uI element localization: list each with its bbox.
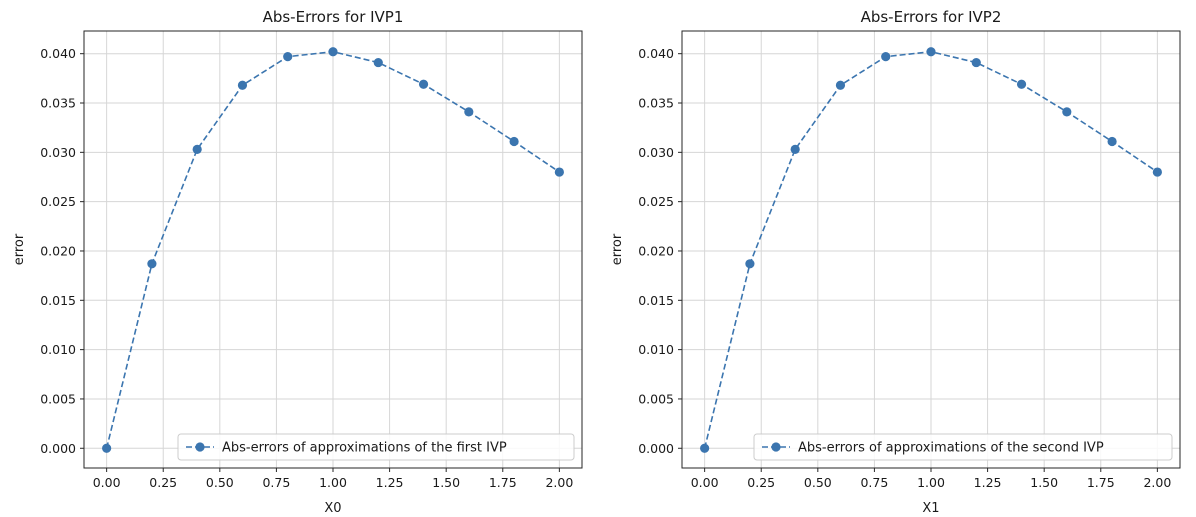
y-axis-label: error bbox=[12, 233, 27, 265]
x-tick-label: 1.75 bbox=[1087, 475, 1115, 490]
x-tick-label: 0.25 bbox=[149, 475, 177, 490]
x-tick-label: 1.75 bbox=[489, 475, 517, 490]
data-point bbox=[971, 57, 981, 68]
chart-title: Abs-Errors for IVP2 bbox=[861, 8, 1002, 26]
legend-label: Abs-errors of approximations of the firs… bbox=[222, 441, 507, 456]
y-tick-label: 0.030 bbox=[40, 145, 76, 160]
data-point bbox=[1107, 136, 1117, 147]
y-tick-label: 0.025 bbox=[638, 194, 674, 209]
y-tick-label: 0.000 bbox=[638, 441, 674, 456]
x-tick-label: 0.50 bbox=[206, 475, 234, 490]
data-point bbox=[926, 47, 936, 57]
x-tick-label: 0.25 bbox=[747, 475, 775, 490]
x-tick-label: 1.25 bbox=[376, 475, 404, 490]
y-tick-label: 0.020 bbox=[40, 243, 76, 258]
y-tick-label: 0.015 bbox=[40, 293, 76, 308]
data-point bbox=[554, 167, 564, 177]
y-tick-label: 0.005 bbox=[40, 391, 76, 406]
data-point bbox=[373, 57, 383, 68]
y-tick-label: 0.025 bbox=[40, 194, 76, 209]
legend-box bbox=[177, 433, 575, 461]
chart-ivp1: 0.00 0.25 0.50 0.75 1.00 1.25 1.50 1.75 2.00 0.00… bbox=[12, 8, 583, 516]
x-tick-label: 1.25 bbox=[974, 475, 1002, 490]
data-point bbox=[192, 144, 202, 154]
y-tick-label: 0.020 bbox=[638, 243, 674, 258]
y-tick-label: 0.040 bbox=[638, 46, 674, 61]
data-point bbox=[509, 136, 519, 147]
x-tick-label: 2.00 bbox=[545, 475, 573, 490]
x-tick-label: 0.75 bbox=[262, 475, 290, 490]
chart-title: Abs-Errors for IVP1 bbox=[263, 8, 404, 26]
legend-marker bbox=[771, 442, 781, 452]
data-point bbox=[745, 259, 755, 269]
x-tick-label: 2.00 bbox=[1143, 475, 1171, 490]
x-tick-label: 1.00 bbox=[319, 475, 347, 490]
data-point bbox=[418, 79, 429, 89]
y-axis-label: error bbox=[610, 233, 625, 265]
chart-panel-ivp2: 0.00 0.25 0.50 0.75 1.00 1.25 1.50 1.75 2.00 0.00… bbox=[598, 0, 1196, 517]
y-tick-label: 0.040 bbox=[40, 46, 76, 61]
chart-panel-ivp1: 0.00 0.25 0.50 0.75 1.00 1.25 1.50 1.75 2.00 0.00… bbox=[12, 8, 583, 516]
data-point bbox=[881, 52, 891, 62]
data-point bbox=[283, 52, 293, 62]
data-point bbox=[147, 259, 157, 269]
data-point bbox=[1062, 107, 1072, 117]
data-point bbox=[700, 443, 710, 453]
x-tick-label: 1.00 bbox=[917, 475, 945, 490]
x-tick-label: 1.50 bbox=[432, 475, 460, 490]
data-point bbox=[328, 47, 338, 57]
y-tick-label: 0.030 bbox=[638, 145, 674, 160]
data-point bbox=[237, 80, 248, 90]
x-tick-label: 0.50 bbox=[804, 475, 832, 490]
legend-box bbox=[753, 433, 1173, 461]
x-tick-label: 0.00 bbox=[93, 475, 121, 490]
data-point bbox=[102, 443, 112, 453]
x-tick-label: 1.50 bbox=[1030, 475, 1058, 490]
legend-label: Abs-errors of approximations of the seco… bbox=[798, 441, 1104, 456]
data-point bbox=[1016, 79, 1027, 89]
data-point bbox=[1152, 167, 1162, 177]
y-tick-label: 0.015 bbox=[638, 293, 674, 308]
data-point bbox=[790, 144, 800, 154]
y-tick-label: 0.005 bbox=[638, 391, 674, 406]
y-tick-label: 0.010 bbox=[638, 342, 674, 357]
data-point bbox=[835, 80, 846, 90]
x-tick-label: 0.00 bbox=[691, 475, 719, 490]
y-tick-label: 0.010 bbox=[40, 342, 76, 357]
y-tick-label: 0.000 bbox=[40, 441, 76, 456]
legend-marker bbox=[195, 442, 205, 452]
data-point bbox=[464, 107, 474, 117]
x-tick-label: 0.75 bbox=[860, 475, 888, 490]
x-axis-label: X1 bbox=[922, 501, 939, 516]
chart-ivp2: 0.00 0.25 0.50 0.75 1.00 1.25 1.50 1.75 2.00 0.00… bbox=[610, 8, 1181, 516]
y-tick-label: 0.035 bbox=[40, 96, 76, 111]
x-axis-label: X0 bbox=[324, 501, 341, 516]
y-tick-label: 0.035 bbox=[638, 96, 674, 111]
